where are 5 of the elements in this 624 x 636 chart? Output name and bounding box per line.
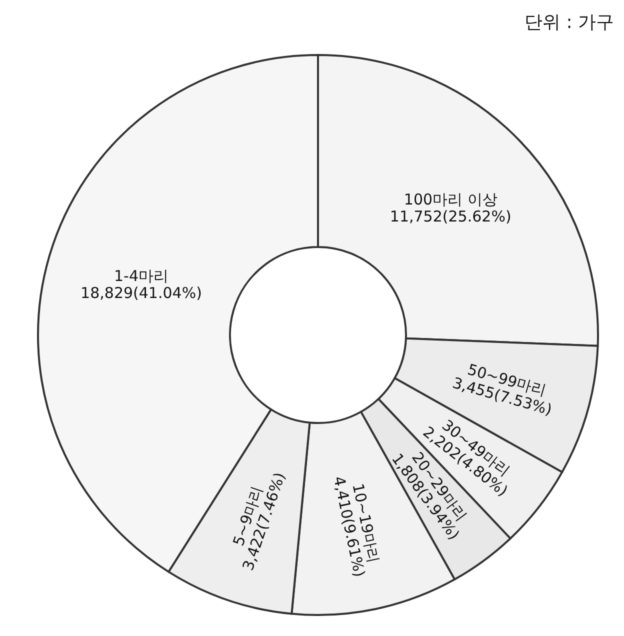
slice-label: 1-4마리 <box>114 266 168 285</box>
data-label: 18,829(41.04%) <box>80 284 202 302</box>
data-label: 11,752(25.62%) <box>390 207 512 226</box>
slice-label: 100마리 이상 <box>404 190 498 208</box>
text: 단위 : 가구 <box>524 12 614 33</box>
